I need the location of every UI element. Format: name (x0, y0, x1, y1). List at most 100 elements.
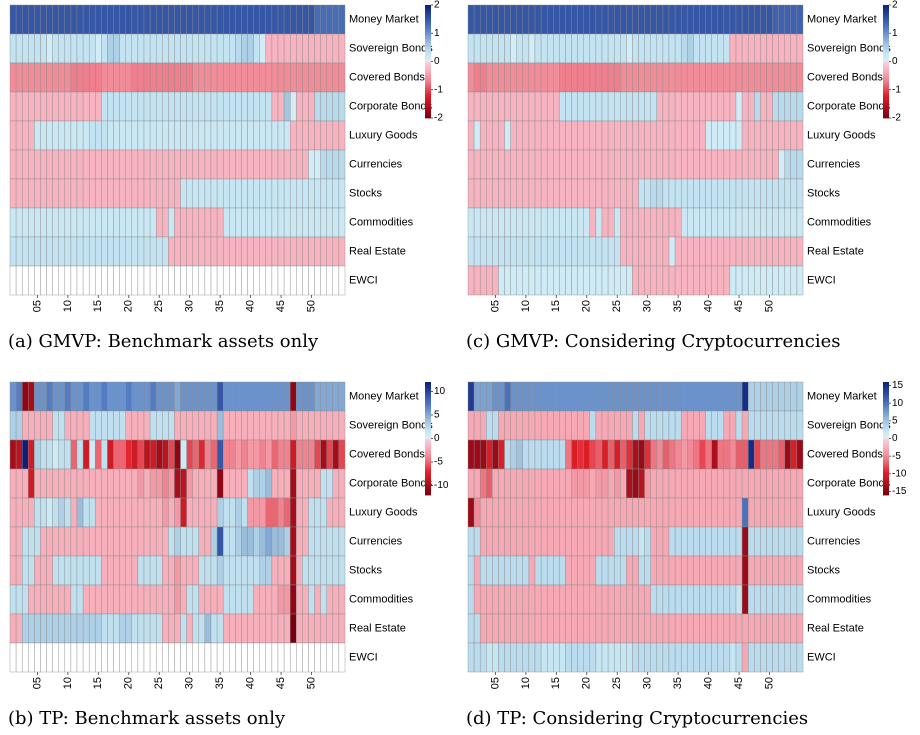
heat-cell (607, 381, 615, 412)
x-tick-label: 30 (184, 677, 196, 689)
heat-cell (467, 410, 475, 441)
colorbar-segment (425, 113, 431, 116)
heat-cell (265, 120, 273, 151)
heat-cell (235, 526, 242, 557)
heat-cell (107, 642, 114, 673)
heat-cell (216, 584, 224, 615)
heat-cell (516, 265, 524, 296)
heat-cell (168, 62, 175, 93)
heat-cell (729, 497, 737, 528)
colorbar-segment (425, 23, 431, 26)
colorbar-segment (425, 430, 431, 432)
colorbar-segment (425, 27, 431, 30)
row-label: Sovereign Bonds (349, 419, 433, 431)
heat-cell (571, 526, 578, 557)
colorbar-segment (425, 415, 431, 418)
heat-cell (58, 381, 66, 412)
heat-cell (711, 149, 718, 180)
heat-cell (326, 526, 334, 557)
heat-cell (589, 497, 597, 528)
heat-cell (796, 236, 804, 267)
colorbar-segment (883, 103, 889, 106)
heat-cell (479, 265, 487, 296)
heat-cell (772, 410, 779, 441)
heat-cell (168, 33, 175, 64)
heat-cell (626, 410, 633, 441)
heat-cell (15, 207, 23, 238)
heat-cell (28, 149, 35, 180)
heat-cell (247, 91, 254, 122)
heat-cell (101, 33, 108, 64)
heat-cell (467, 33, 475, 64)
heat-cell (571, 178, 578, 209)
colorbar-segment (883, 116, 889, 119)
heat-cell (680, 120, 688, 151)
heat-cell (210, 410, 218, 441)
heat-cell (644, 207, 651, 238)
colorbar-segment (425, 470, 431, 473)
heat-cell (626, 236, 633, 267)
colorbar-segment (425, 86, 431, 89)
heat-cell (754, 381, 761, 412)
heat-cell (546, 4, 554, 35)
heat-cell (253, 236, 260, 267)
heat-cell (289, 642, 297, 673)
heat-cell (778, 149, 785, 180)
heat-cell (747, 91, 755, 122)
x-tick-label: 50 (763, 300, 775, 312)
heat-cell (235, 381, 242, 412)
heat-cell (687, 410, 694, 441)
heat-cell (338, 62, 346, 93)
heat-cell (277, 236, 285, 267)
heat-cell (76, 526, 84, 557)
heat-cell (747, 468, 755, 499)
heat-cell (796, 410, 804, 441)
colorbar-segment (425, 93, 431, 96)
heat-cell (64, 381, 72, 412)
heat-cell (583, 236, 591, 267)
heat-cell (168, 584, 175, 615)
heat-cell (486, 497, 493, 528)
colorbar-segment (425, 30, 431, 33)
heat-cell (70, 410, 78, 441)
heat-cell (510, 613, 517, 644)
heat-cell (210, 439, 218, 470)
heat-cell (522, 410, 530, 441)
heat-cell (149, 33, 157, 64)
heat-cell (540, 207, 548, 238)
row-label: Covered Bonds (349, 448, 425, 460)
heat-cell (332, 265, 340, 296)
heat-cell (778, 642, 785, 673)
heat-cell (235, 265, 242, 296)
heat-cell (283, 555, 291, 586)
heat-cell (216, 178, 224, 209)
heat-cell (778, 265, 785, 296)
heat-cell (565, 207, 572, 238)
heat-cell (9, 91, 17, 122)
heat-cell (705, 410, 712, 441)
heat-cell (711, 584, 718, 615)
heat-cell (589, 91, 597, 122)
heat-cell (796, 381, 804, 412)
heat-cell (662, 62, 670, 93)
heat-cell (107, 33, 114, 64)
heat-cell (95, 584, 102, 615)
heat-cell (699, 584, 706, 615)
colorbar-segment (425, 431, 431, 434)
heat-cell (70, 4, 78, 35)
heat-cell (204, 4, 212, 35)
heat-cell (180, 584, 187, 615)
heat-cell (82, 642, 90, 673)
heat-cell (216, 613, 224, 644)
heat-cell (778, 468, 785, 499)
heat-cell (747, 497, 755, 528)
heat-cell (565, 555, 572, 586)
heat-cell (198, 91, 206, 122)
heat-cell (699, 642, 706, 673)
heat-cell (473, 265, 481, 296)
heat-cell (332, 207, 340, 238)
heat-cell (668, 120, 676, 151)
heat-cell (271, 613, 279, 644)
heat-cell (277, 439, 285, 470)
